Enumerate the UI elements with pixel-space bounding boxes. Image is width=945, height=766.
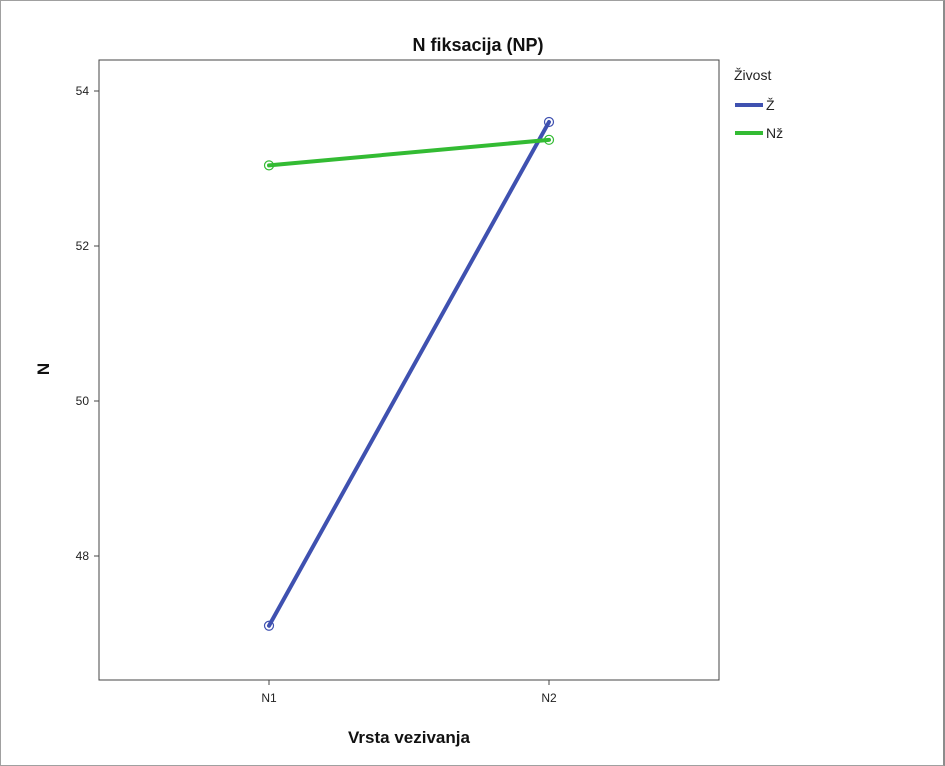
series-line-0 bbox=[267, 120, 551, 628]
x-axis-title: Vrsta vezivanja bbox=[348, 728, 470, 747]
legend: Živost Ž Nž bbox=[734, 67, 783, 141]
y-axis: 48 50 52 54 bbox=[76, 84, 99, 563]
series-layer bbox=[263, 116, 555, 631]
y-axis-title: N bbox=[34, 363, 53, 375]
legend-title: Živost bbox=[734, 67, 771, 83]
x-tick-label: N1 bbox=[261, 691, 277, 705]
x-tick-label: N2 bbox=[541, 691, 557, 705]
y-tick-label: 48 bbox=[76, 549, 90, 563]
x-axis: N1 N2 bbox=[261, 680, 557, 705]
chart-title: N fiksacija (NP) bbox=[412, 35, 543, 55]
data-point-1-0 bbox=[263, 160, 275, 171]
data-point-0-0 bbox=[263, 620, 275, 631]
series-line-1 bbox=[267, 137, 551, 168]
legend-label-z: Ž bbox=[766, 97, 775, 113]
y-tick-label: 50 bbox=[76, 394, 90, 408]
y-tick-label: 52 bbox=[76, 239, 90, 253]
y-tick-label: 54 bbox=[76, 84, 90, 98]
legend-label-nz: Nž bbox=[766, 125, 783, 141]
data-point-1-1 bbox=[543, 134, 555, 145]
data-point-0-1 bbox=[543, 116, 555, 128]
